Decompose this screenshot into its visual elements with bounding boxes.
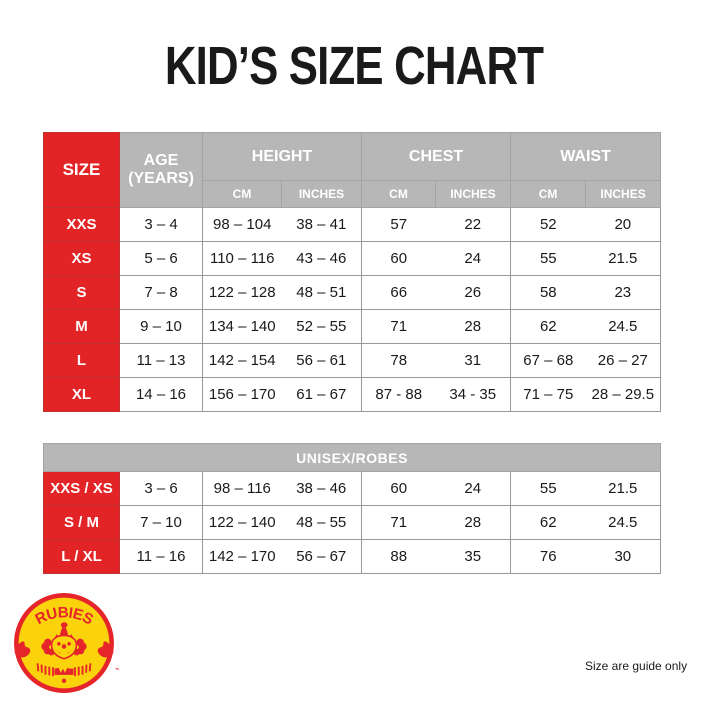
svg-text:TM: TM <box>115 667 119 671</box>
